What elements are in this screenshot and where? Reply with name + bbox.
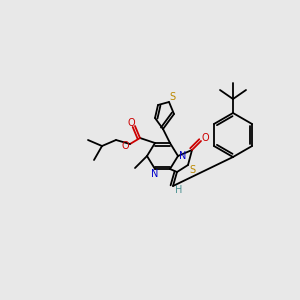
Text: N: N [151, 169, 159, 179]
Text: S: S [189, 165, 195, 175]
Text: O: O [121, 141, 129, 151]
Text: H: H [175, 185, 183, 195]
Text: S: S [169, 92, 175, 102]
Text: O: O [201, 133, 209, 143]
Text: N: N [179, 151, 187, 161]
Text: O: O [127, 118, 135, 128]
